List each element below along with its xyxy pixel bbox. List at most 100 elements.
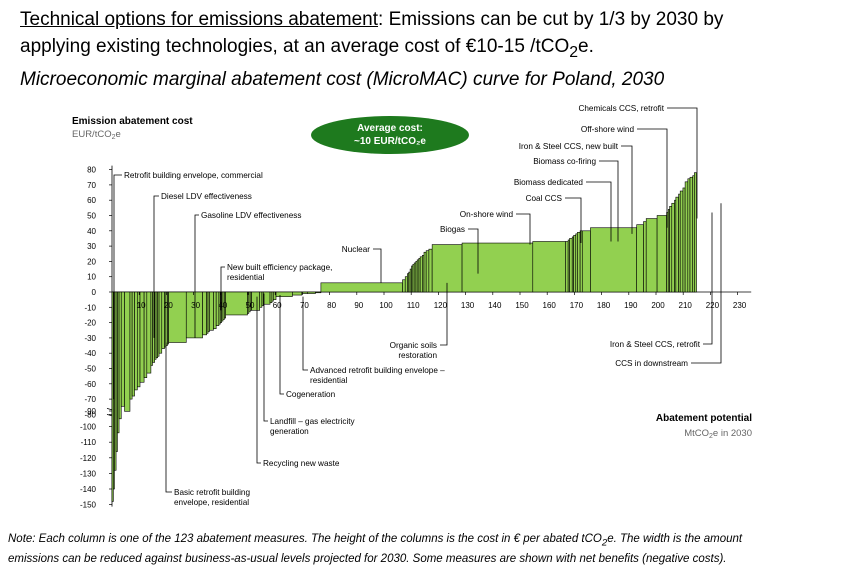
average-cost-callout <box>311 116 469 154</box>
bars-group <box>111 172 697 502</box>
x-tick-label: 120 <box>434 301 448 310</box>
x-tick-label: 90 <box>354 301 363 310</box>
bar <box>679 190 684 293</box>
bar <box>320 282 403 293</box>
bar <box>577 232 581 293</box>
annotation-leader <box>373 248 382 283</box>
y-tick-label: 70 <box>87 181 96 190</box>
y-axis-title: Emission abatement cost <box>72 116 193 127</box>
title-line-2-end: e. <box>578 36 594 57</box>
y-tick-label: -150 <box>80 501 97 510</box>
annotation-label: restoration <box>398 351 437 360</box>
annotation-leader <box>565 197 582 244</box>
footnote: Note: Each column is one of the 123 abat… <box>8 531 838 567</box>
bar <box>315 291 322 294</box>
callout-line-2: ~10 EUR/tCO₂e <box>354 136 426 147</box>
y-tick-label: -130 <box>80 469 97 478</box>
x-tick-label: 70 <box>300 301 309 310</box>
y-tick-label: -100 <box>80 423 97 432</box>
y-tick-label: 40 <box>87 227 96 236</box>
title-line-3: Microeconomic marginal abatement cost (M… <box>20 68 665 90</box>
bar <box>569 238 573 293</box>
bar <box>684 181 689 293</box>
annotation-leader <box>279 295 284 395</box>
title-line-2: applying existing technologies, at an av… <box>20 33 830 66</box>
y-tick-label: 60 <box>87 196 96 205</box>
bar <box>292 291 303 296</box>
bar <box>675 196 679 293</box>
title-line-2-text: applying existing technologies, at an av… <box>20 36 570 57</box>
annotation-leader <box>256 296 261 464</box>
slide-title: Technical options for emissions abatemen… <box>20 6 830 93</box>
x-tick-label: 60 <box>273 301 282 310</box>
x-tick-label: 20 <box>164 301 173 310</box>
x-tick-label: 170 <box>570 301 584 310</box>
x-tick-label: 140 <box>488 301 502 310</box>
x-tick-label: 110 <box>407 301 420 310</box>
x-tick-label: 30 <box>191 301 200 310</box>
title-line-1: Technical options for emissions abatemen… <box>20 6 830 33</box>
bar <box>461 242 534 293</box>
y-tick-label: -120 <box>80 454 97 463</box>
annotation-label: Chemicals CCS, retrofit <box>578 104 664 113</box>
annotation-label: residential <box>227 273 265 282</box>
annotation-label: On-shore wind <box>460 210 514 219</box>
bar <box>146 291 152 374</box>
bar <box>573 235 577 293</box>
x-tick-label: 160 <box>543 301 557 310</box>
y-tick-label: -20 <box>84 319 96 328</box>
bar <box>694 172 697 293</box>
x-tick-label: 100 <box>379 301 393 310</box>
title-underlined: Technical options for emissions abatemen… <box>20 9 379 30</box>
title-subscript: 2 <box>569 43 579 61</box>
footnote-end: e. The width is the amount <box>607 533 743 545</box>
annotation-label: Coal CCS <box>526 194 563 203</box>
annotation-leader <box>621 145 633 234</box>
x-tick-label: 150 <box>515 301 529 310</box>
x-tick-label: 220 <box>706 301 720 310</box>
x-tick-label: 40 <box>218 301 227 310</box>
bar <box>643 221 647 293</box>
footnote-line-1: Note: Each column is one of the 123 abat… <box>8 531 838 551</box>
annotation-label: generation <box>270 427 309 436</box>
bar <box>259 291 263 308</box>
annotation-label: Gasoline LDV effectiveness <box>201 211 301 220</box>
x-axis-unit-end: e in 2030 <box>713 428 752 439</box>
bar <box>532 241 566 293</box>
annotation-leader <box>516 213 531 245</box>
bar <box>645 218 658 293</box>
bar <box>272 291 277 300</box>
annotation-label: Recycling new waste <box>263 459 340 468</box>
annotation-label: Retrofit building envelope, commercial <box>124 171 263 180</box>
annotation-leader <box>153 195 159 338</box>
x-tick-label: 50 <box>246 301 255 310</box>
bar <box>209 291 214 331</box>
annotation-label: Diesel LDV effectiveness <box>161 192 252 201</box>
annotation-leader <box>667 107 698 219</box>
title-line-1-rest: : Emissions can be cut by 1/3 by 2030 by <box>378 9 724 30</box>
annotation-label: Cogeneration <box>286 390 336 399</box>
bar <box>656 215 667 293</box>
bar <box>402 279 406 293</box>
y-tick-label: 30 <box>87 242 96 251</box>
bar <box>306 291 316 294</box>
bar <box>120 291 125 407</box>
bar <box>185 291 203 339</box>
bar <box>131 291 135 397</box>
bar <box>636 224 644 293</box>
annotation-label: Biomass co-firing <box>533 157 596 166</box>
x-tick-label: 80 <box>327 301 336 310</box>
bar <box>425 250 430 293</box>
y-tick-label: -60 <box>84 380 96 389</box>
footnote-line-2: emissions can be reduced against busines… <box>8 553 727 566</box>
bar <box>275 291 293 297</box>
annotation-leader <box>637 128 668 228</box>
annotation-leader <box>165 342 172 493</box>
x-axis-unit: MtCO2e in 2030 <box>684 428 752 440</box>
y-tick-label: -50 <box>84 365 96 374</box>
bar <box>118 291 122 420</box>
x-axis-unit-subscript: 2 <box>709 433 713 440</box>
x-tick-label: 230 <box>733 301 747 310</box>
annotation-leader <box>468 228 479 274</box>
annotation-leader <box>263 293 268 422</box>
